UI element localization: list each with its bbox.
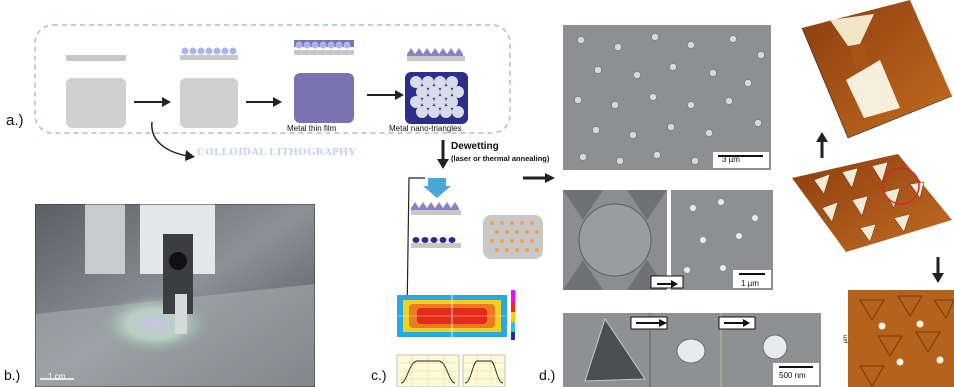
temperature-profile-plot-2 xyxy=(462,354,506,387)
metal-thin-film-label: Metal thin film xyxy=(287,124,337,133)
sem-scale-label-top: 3 µm xyxy=(722,155,740,164)
step1-substrate xyxy=(66,78,126,128)
colloidal-lithography-label: COLLOIDAL LITHOGRAPHY xyxy=(197,146,357,158)
colloidal-lithography-schematic xyxy=(34,24,511,161)
down-arrow-icon xyxy=(437,140,449,169)
curved-arrow-icon xyxy=(151,121,195,161)
heatmap-colorbar xyxy=(511,290,515,340)
metal-nano-triangles-label: Metal nano-triangles xyxy=(389,124,462,133)
temperature-profile-plot-1 xyxy=(396,354,460,387)
cyan-arrow-icon xyxy=(423,178,451,198)
sem-scale-label-mid: 1 µm xyxy=(741,279,759,288)
sample-photo xyxy=(35,204,315,387)
panel-a-label: a.) xyxy=(6,112,24,129)
dewetting-subtitle: (laser or thermal annealing) xyxy=(451,154,550,163)
right-arrow-icon xyxy=(523,173,555,183)
dewetting-title: Dewetting xyxy=(451,141,499,152)
process-dashed-box xyxy=(34,24,511,134)
sem-arrow-2-icon xyxy=(636,319,667,327)
panel-d-label: d.) xyxy=(539,367,556,383)
photo-scale-bar-icon xyxy=(40,378,74,380)
arrow-2-icon xyxy=(246,97,282,107)
sem-images-bottom xyxy=(563,313,821,387)
afm-2d-bottom xyxy=(848,290,954,387)
step2-substrate xyxy=(180,78,238,128)
afm-down-arrow-icon xyxy=(932,257,944,283)
arrow-1-icon xyxy=(134,97,171,107)
afm-up-arrow-icon xyxy=(816,132,828,158)
step2-substrate-profile xyxy=(180,55,238,60)
afm-axis-label: µm xyxy=(843,334,850,344)
sem-scale-label-bottom: 500 nm xyxy=(779,371,806,380)
step4-triangles-profile xyxy=(407,48,465,61)
step2-spheres-profile xyxy=(181,47,237,55)
sem-images-middle xyxy=(563,190,773,290)
sem-image-array xyxy=(563,25,771,170)
temperature-heatmap xyxy=(397,295,507,337)
panel-c-label: c.) xyxy=(371,367,387,383)
step1-substrate-profile xyxy=(66,55,126,61)
photo-scale-label: 1 cm xyxy=(48,372,66,381)
afm-images xyxy=(792,0,954,387)
sem-arrow-1-icon xyxy=(657,280,678,288)
nanoparticle-array xyxy=(483,215,543,259)
arrow-3-icon xyxy=(367,90,404,100)
sem-arrow-3-icon xyxy=(724,319,750,327)
afm-3d-middle xyxy=(792,154,952,252)
panel-b-label: b.) xyxy=(4,367,21,383)
step3-metal-film xyxy=(294,73,354,123)
dewetting-schematic xyxy=(396,140,555,387)
afm-3d-top xyxy=(801,0,953,139)
step3-film-profile xyxy=(294,40,354,55)
step4-nano-triangles xyxy=(405,72,468,124)
